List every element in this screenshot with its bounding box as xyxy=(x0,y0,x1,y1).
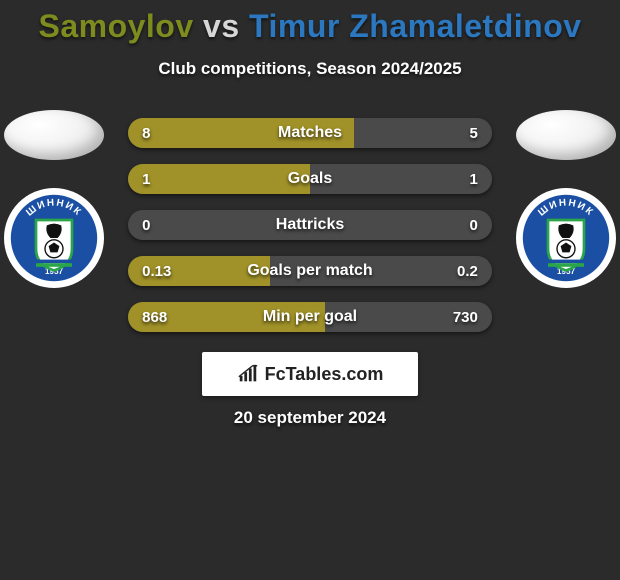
club-badge-svg: ШИННИК 1957 xyxy=(9,193,99,283)
right-side: ШИННИК 1957 xyxy=(512,100,620,332)
player1-photo xyxy=(4,110,104,160)
stat-bar: 85Matches xyxy=(128,118,492,148)
stat-bar: 868730Min per goal xyxy=(128,302,492,332)
stat-bar: 00Hattricks xyxy=(128,210,492,240)
comparison-infographic: Samoylov vs Timur Zhamaletdinov Club com… xyxy=(0,0,620,580)
content-row: ШИННИК 1957 85Matches 11Goals 00Hattricks 0… xyxy=(0,100,620,332)
stat-bar: 0.130.2Goals per match xyxy=(128,256,492,286)
page-title: Samoylov vs Timur Zhamaletdinov xyxy=(0,0,620,45)
title-player1: Samoylov xyxy=(38,8,193,44)
date-label: 20 september 2024 xyxy=(0,408,620,428)
player1-club-badge: ШИННИК 1957 xyxy=(4,188,104,288)
title-vs: vs xyxy=(203,8,240,44)
stat-bars: 85Matches 11Goals 00Hattricks 0.130.2Goals … xyxy=(128,118,492,332)
stat-bar: 11Goals xyxy=(128,164,492,194)
title-player2: Timur Zhamaletdinov xyxy=(249,8,582,44)
brand-box: FcTables.com xyxy=(202,352,418,396)
bar-label: Min per goal xyxy=(128,302,492,332)
subtitle: Club competitions, Season 2024/2025 xyxy=(0,59,620,79)
brand-text: FcTables.com xyxy=(265,364,384,385)
bar-label: Goals per match xyxy=(128,256,492,286)
bar-label: Hattricks xyxy=(128,210,492,240)
left-side: ШИННИК 1957 xyxy=(0,100,108,332)
player2-photo xyxy=(516,110,616,160)
player2-club-badge: ШИННИК 1957 xyxy=(516,188,616,288)
bar-chart-icon xyxy=(237,363,259,385)
bar-label: Goals xyxy=(128,164,492,194)
club-badge-svg: ШИННИК 1957 xyxy=(521,193,611,283)
bar-label: Matches xyxy=(128,118,492,148)
